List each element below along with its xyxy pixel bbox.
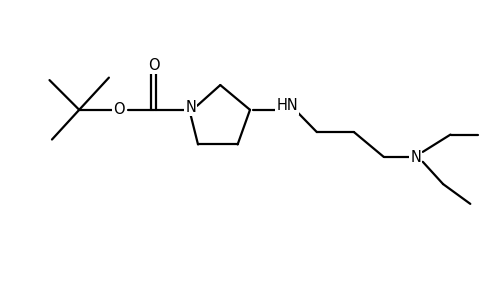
Text: HN: HN — [276, 98, 298, 113]
Text: O: O — [113, 102, 124, 117]
Text: O: O — [148, 58, 160, 73]
Text: N: N — [410, 150, 422, 165]
Text: N: N — [185, 100, 196, 115]
